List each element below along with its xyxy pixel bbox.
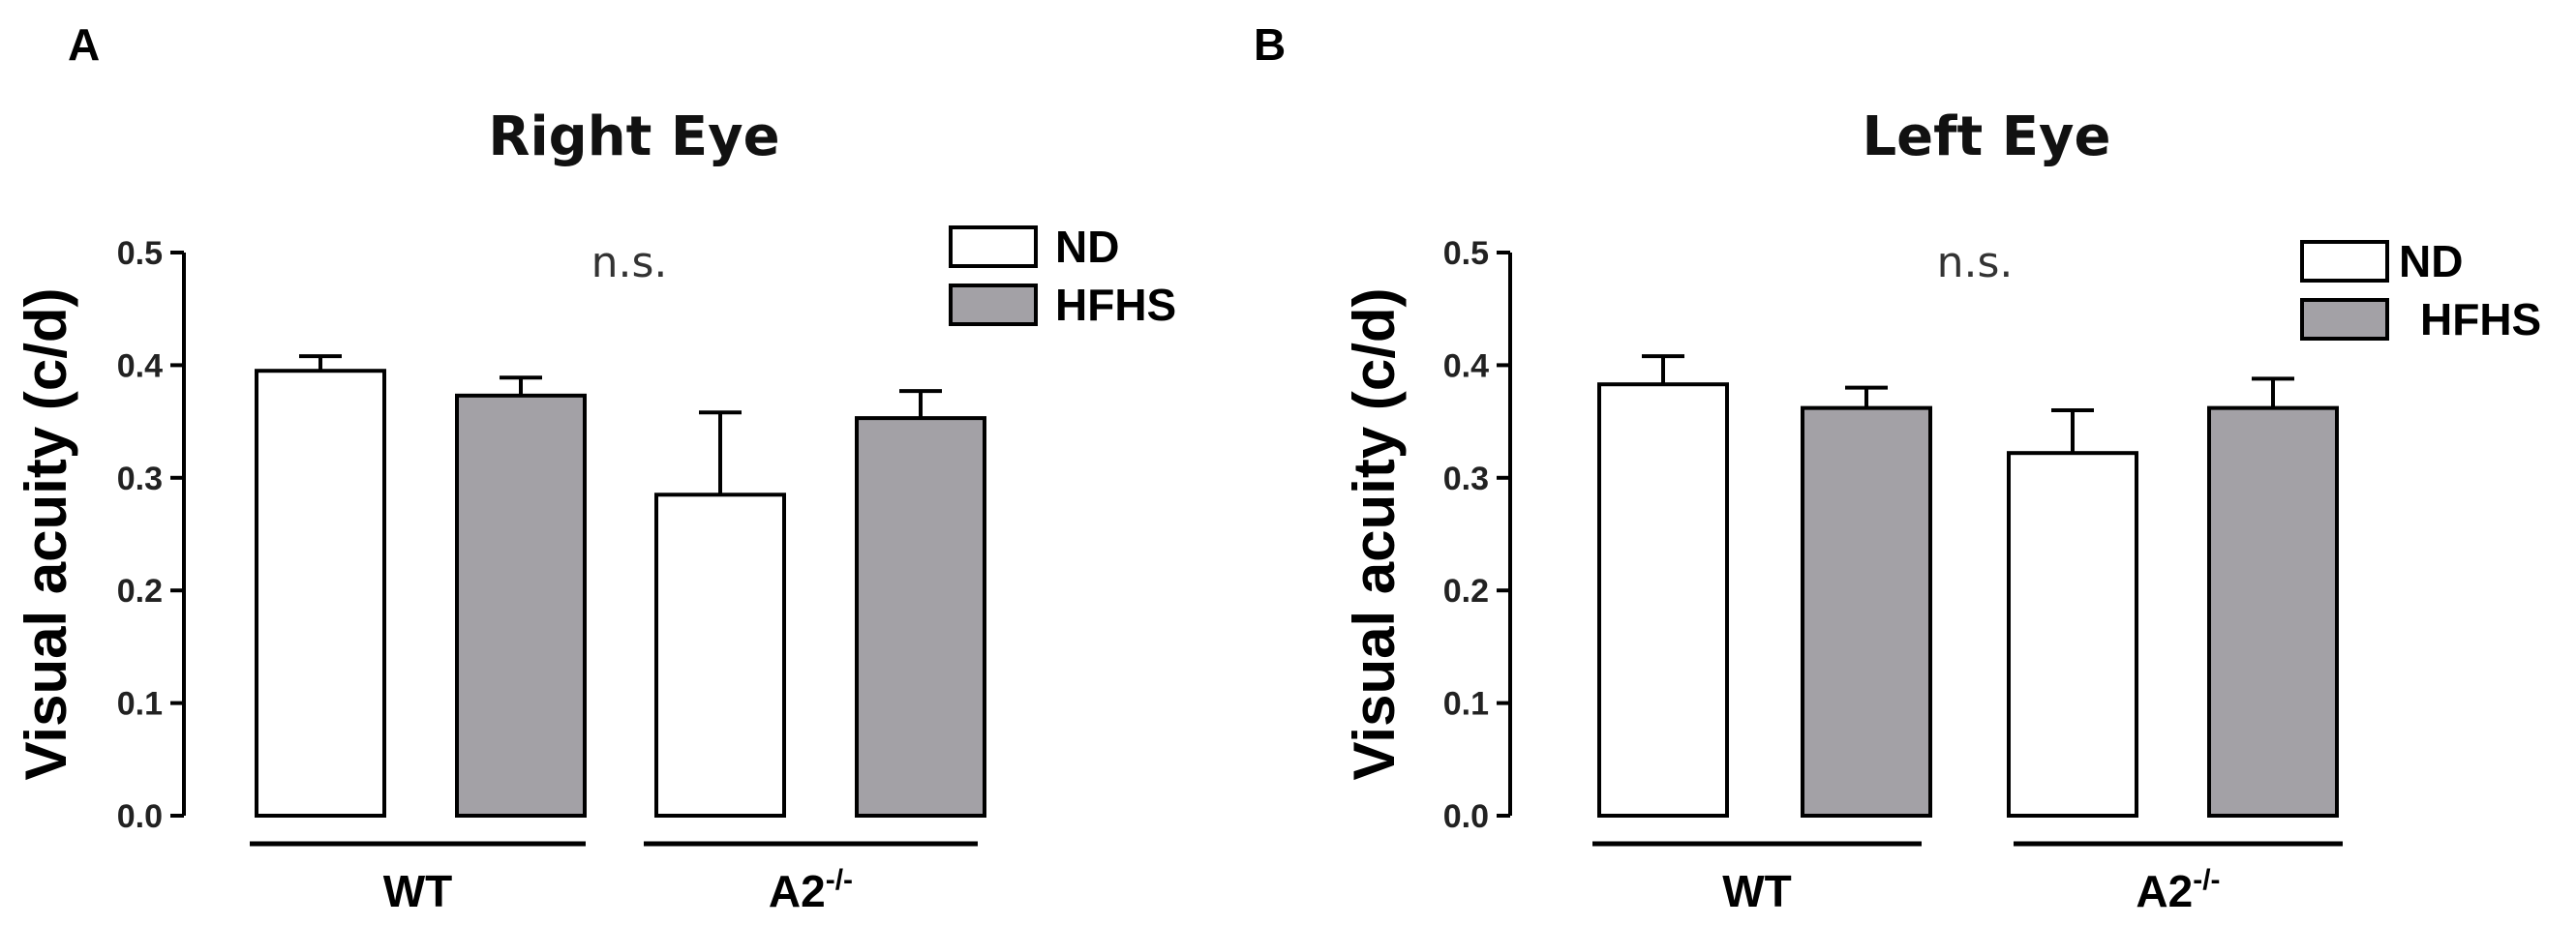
legend-label-hfhs: HFHS — [2420, 294, 2541, 344]
legend-swatch-nd — [949, 225, 1038, 268]
panel-letter: A — [68, 19, 100, 70]
group-label: A2-/- — [769, 864, 853, 916]
chart-title: Left Eye — [1862, 105, 2110, 168]
group-label: WT — [383, 866, 453, 916]
panel-letter: B — [1254, 19, 1286, 70]
panel-b: B Left Eye 0.0 0.1 0.2 0.3 0.4 0.5 Visual acuity… — [1254, 19, 2541, 916]
legend-label-hfhs: HFHS — [1055, 280, 1176, 330]
y-tick-label: 0.4 — [117, 347, 163, 384]
bar-hfhs-a2 — [855, 416, 986, 818]
chart-title: Right Eye — [488, 105, 779, 168]
y-tick-label: 0.2 — [1443, 573, 1489, 610]
group-label: A2-/- — [2136, 864, 2220, 916]
legend-swatch-hfhs — [949, 284, 1038, 326]
y-axis-label: Visual acuity (c/d) — [14, 287, 78, 780]
y-tick-label: 0.0 — [117, 798, 163, 835]
legend-label-nd: ND — [1055, 222, 1119, 272]
y-axis-label: Visual acuity (c/d) — [1342, 287, 1407, 780]
significance-annotation: n.s. — [591, 238, 668, 287]
panel-a: A Right Eye 0.0 0.1 0.2 0.3 0.4 0.5 Visual acuit… — [14, 19, 1176, 916]
legend-swatch-nd — [2300, 240, 2389, 283]
y-tick-label: 0.3 — [117, 461, 163, 497]
y-tick-label: 0.1 — [117, 686, 163, 723]
group-label: WT — [1722, 866, 1792, 916]
y-tick-label: 0.1 — [1443, 686, 1489, 723]
bar-hfhs-wt — [1801, 405, 1932, 818]
y-tick-label: 0.5 — [1443, 235, 1489, 272]
bar-hfhs-a2 — [2207, 405, 2339, 818]
bar-nd-a2 — [654, 493, 786, 818]
bar-nd-wt — [1597, 382, 1729, 818]
legend-swatch-hfhs — [2300, 298, 2389, 341]
y-tick-label: 0.4 — [1443, 347, 1489, 384]
legend-label-nd: ND — [2399, 236, 2463, 286]
legend: ND HFHS — [2300, 236, 2541, 344]
bar-hfhs-wt — [455, 393, 587, 818]
bar-nd-a2 — [2007, 451, 2138, 818]
y-tick-label: 0.3 — [1443, 461, 1489, 497]
bar-nd-wt — [255, 369, 386, 818]
significance-annotation: n.s. — [1937, 238, 2014, 287]
y-tick-label: 0.0 — [1443, 798, 1489, 835]
y-tick-label: 0.2 — [117, 573, 163, 610]
y-tick-label: 0.5 — [117, 235, 163, 272]
legend: ND HFHS — [949, 222, 1176, 330]
